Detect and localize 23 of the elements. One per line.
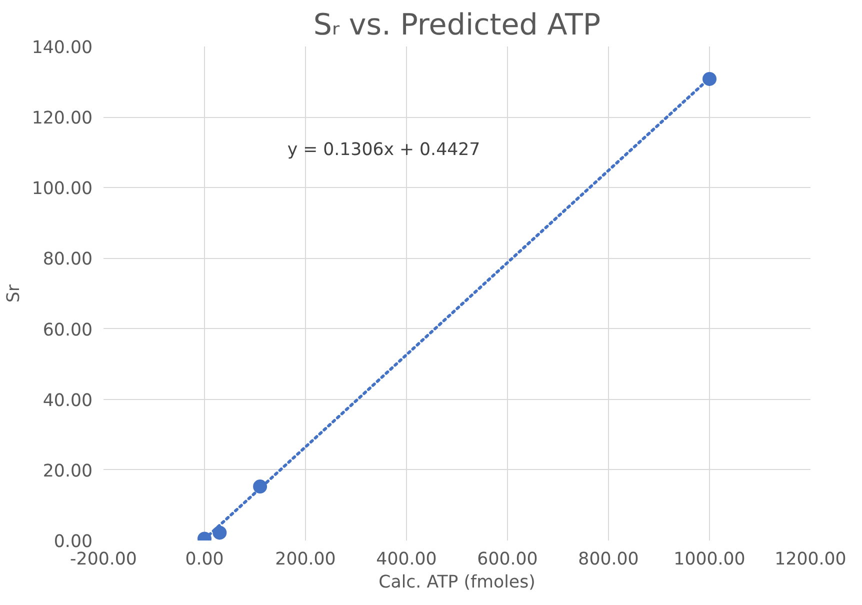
y-tick-label: 140.00 [32,38,93,58]
y-tick-label: 120.00 [32,108,93,129]
point [253,480,268,494]
y-tick-label: 80.00 [42,250,93,270]
x-axis-title: Calc. ATP (fmoles) [378,572,536,592]
point [702,72,716,86]
point [212,526,227,540]
x-tick-label: 400.00 [376,550,437,570]
x-tick-label: 200.00 [275,550,336,570]
x-tick-label: 1000.00 [674,550,746,570]
x-tick-label: 600.00 [477,550,538,570]
x-tick-label: 0.00 [185,550,224,570]
y-tick-label: 0.00 [54,532,93,552]
y-tick-label: 20.00 [42,461,93,482]
x-tick-label: -200.00 [70,550,137,570]
x-tick-label: 800.00 [578,550,639,570]
y-tick-label: 40.00 [42,390,93,411]
y-tick-label: 60.00 [42,320,93,340]
annotation: y = 0.1306x + 0.4427 [287,140,480,160]
y-axis-title: Sr [4,284,24,303]
y-tick-label: 100.00 [32,179,93,200]
chart-title: Sᵣ vs. Predicted ATP [313,8,601,42]
x-tick-label: 1200.00 [774,550,846,570]
